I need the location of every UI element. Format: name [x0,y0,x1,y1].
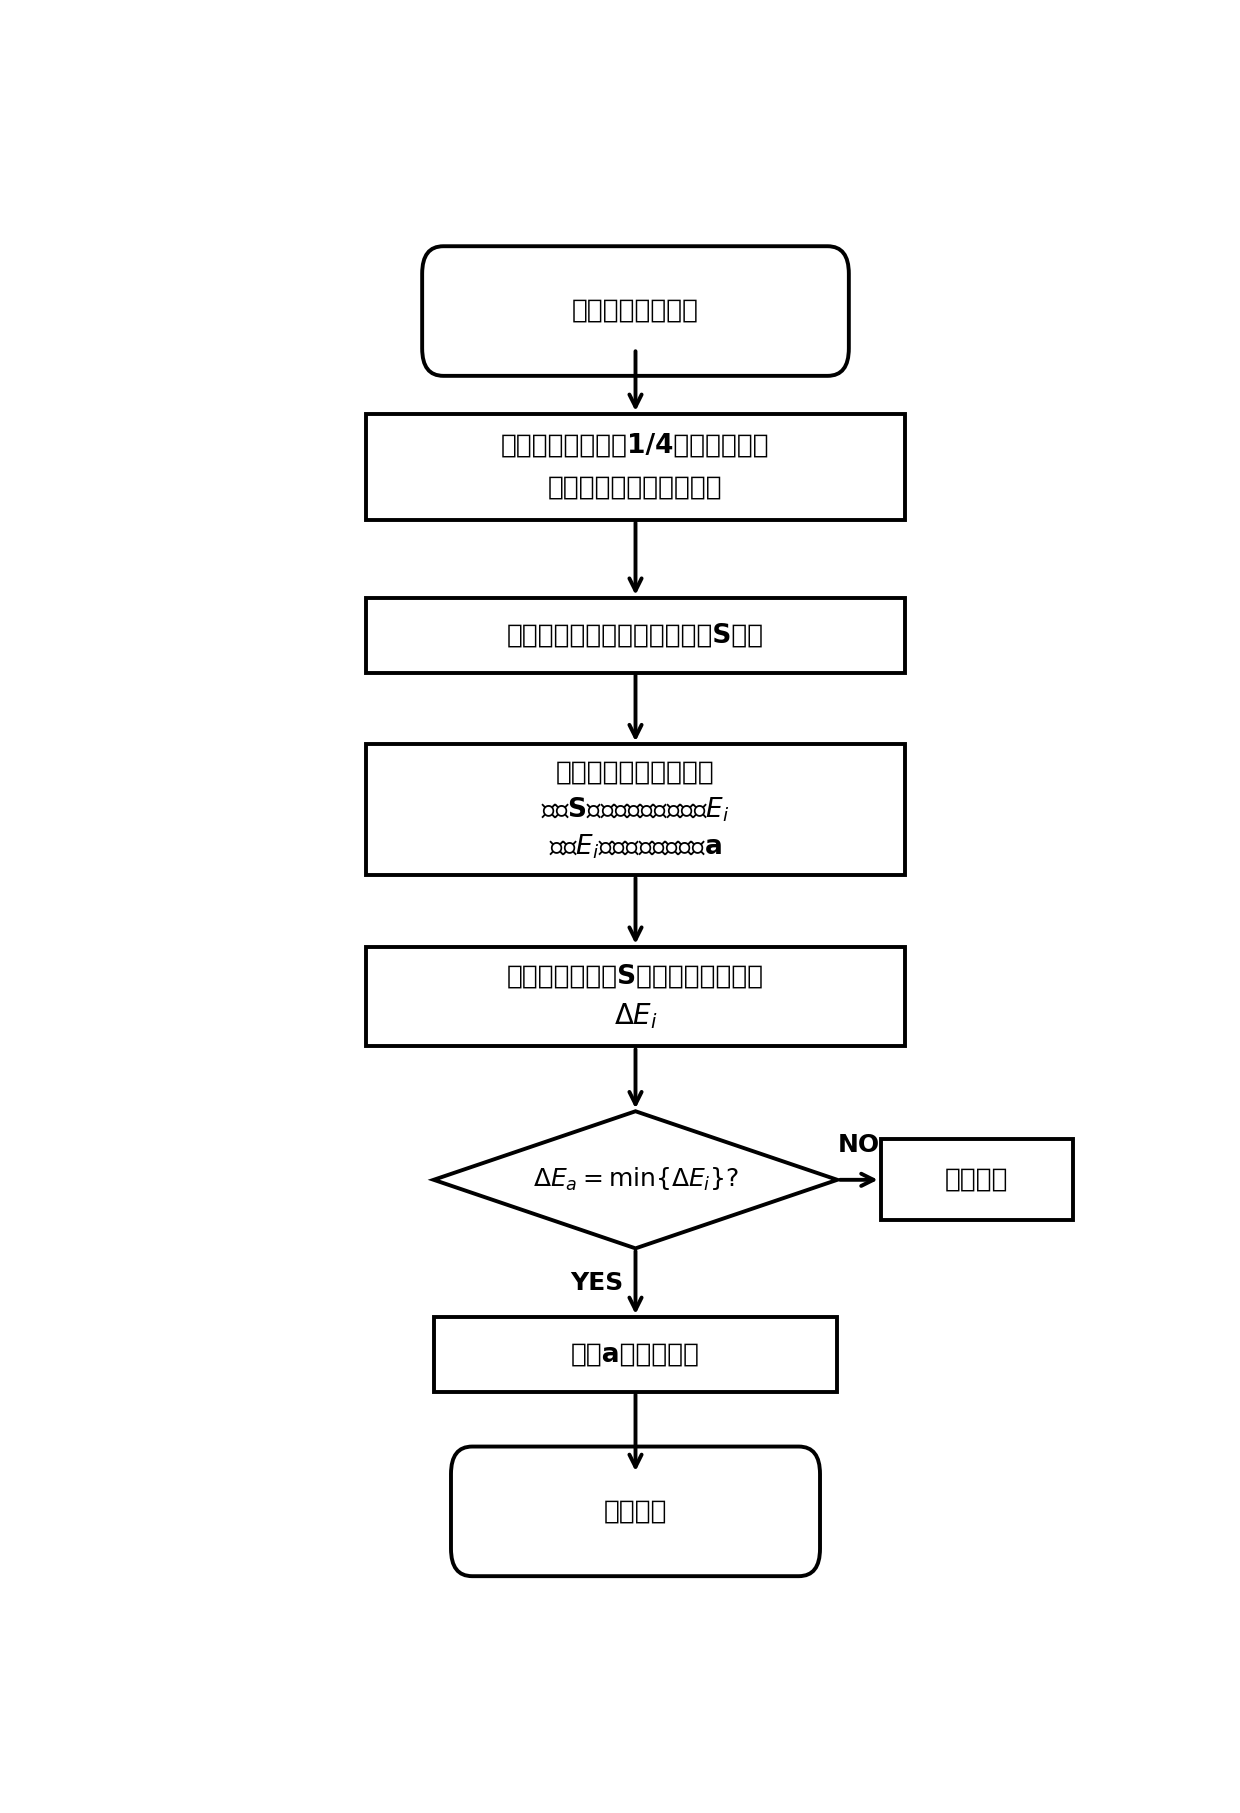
Text: 的母线出口处的零序电流: 的母线出口处的零序电流 [548,475,723,500]
Text: 计算特征频带内各馈线: 计算特征频带内各馈线 [556,760,715,785]
Text: 母线故障: 母线故障 [945,1168,1008,1193]
Text: 选线结束: 选线结束 [604,1498,667,1525]
Text: 对各馈线的零序电流进行广义S变换: 对各馈线的零序电流进行广义S变换 [507,622,764,647]
Polygon shape [434,1111,837,1249]
Text: 采集各馈线故障后1/4个工频周期内: 采集各馈线故障后1/4个工频周期内 [501,433,770,459]
Text: 计算各馈线广义S暂态能量的差值量: 计算各馈线广义S暂态能量的差值量 [507,965,764,990]
Text: $\Delta E_a = \mathrm{min}\{\Delta E_i\}?$: $\Delta E_a = \mathrm{min}\{\Delta E_i\}… [532,1166,739,1193]
Text: 广义S变换暂态能量的总量$E_i$: 广义S变换暂态能量的总量$E_i$ [542,796,729,823]
Text: YES: YES [570,1271,624,1294]
Bar [367,413,905,520]
Text: $\Delta E_i$: $\Delta E_i$ [614,1001,657,1032]
Text: 假设$E_i$最大值存在于馈线a: 假设$E_i$最大值存在于馈线a [549,832,722,861]
FancyBboxPatch shape [422,247,849,375]
FancyBboxPatch shape [451,1447,820,1575]
Text: NO: NO [838,1133,880,1157]
Bar [434,1316,837,1392]
Text: 故障选线装置启动: 故障选线装置启动 [572,297,699,325]
Text: 馈线a为故障线路: 馈线a为故障线路 [570,1342,701,1367]
Bar [367,946,905,1046]
Bar [367,598,905,673]
Bar [367,743,905,876]
Bar [880,1139,1073,1220]
